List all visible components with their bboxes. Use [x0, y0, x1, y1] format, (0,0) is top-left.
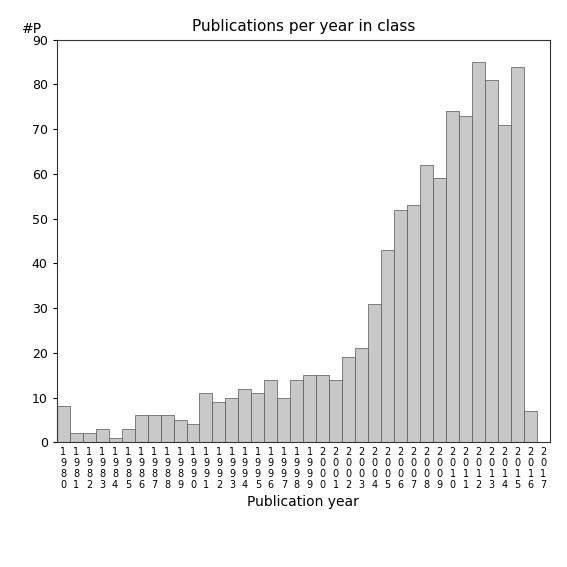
Bar — [303, 375, 316, 442]
Bar — [213, 402, 226, 442]
Bar — [368, 303, 381, 442]
X-axis label: Publication year: Publication year — [247, 495, 359, 509]
Bar — [174, 420, 187, 442]
Bar — [239, 388, 251, 442]
Bar — [70, 433, 83, 442]
Bar — [524, 411, 537, 442]
Bar — [57, 407, 70, 442]
Bar — [121, 429, 134, 442]
Bar — [160, 416, 174, 442]
Bar — [109, 438, 121, 442]
Bar — [187, 424, 200, 442]
Bar — [264, 380, 277, 442]
Bar — [485, 80, 498, 442]
Title: Publications per year in class: Publications per year in class — [192, 19, 415, 35]
Bar — [381, 250, 394, 442]
Bar — [459, 116, 472, 442]
Bar — [329, 380, 342, 442]
Bar — [511, 66, 524, 442]
Bar — [433, 179, 446, 442]
Bar — [342, 357, 356, 442]
Bar — [277, 397, 290, 442]
Bar — [251, 393, 264, 442]
Bar — [226, 397, 239, 442]
Bar — [356, 348, 368, 442]
Bar — [96, 429, 109, 442]
Bar — [420, 165, 433, 442]
Bar — [316, 375, 329, 442]
Bar — [407, 205, 420, 442]
Bar — [200, 393, 213, 442]
Bar — [394, 210, 407, 442]
Bar — [290, 380, 303, 442]
Text: #P: #P — [22, 22, 43, 36]
Bar — [83, 433, 96, 442]
Bar — [134, 416, 147, 442]
Bar — [498, 125, 511, 442]
Bar — [472, 62, 485, 442]
Bar — [147, 416, 160, 442]
Bar — [446, 111, 459, 442]
